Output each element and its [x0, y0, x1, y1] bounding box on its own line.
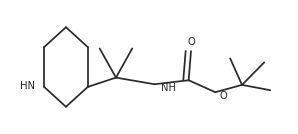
Text: O: O [220, 91, 228, 101]
Text: O: O [187, 38, 195, 47]
Text: NH: NH [161, 83, 176, 93]
Text: HN: HN [20, 81, 35, 91]
